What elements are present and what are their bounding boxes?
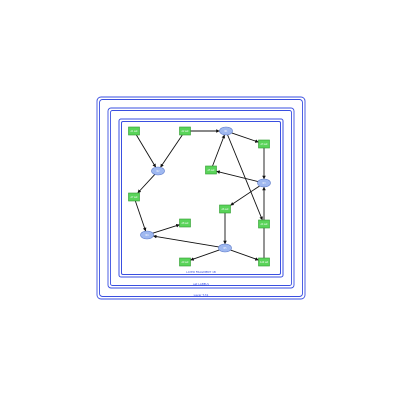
rect-node-r7[interactable]: A7 set	[128, 192, 140, 202]
node-label: N1	[224, 130, 228, 133]
edge-r7-e4	[134, 200, 147, 232]
edge-e5-r9	[190, 249, 220, 261]
node-shape	[219, 126, 233, 136]
ellipse-node-e1[interactable]: N1	[219, 126, 233, 136]
edge-e5-r10	[230, 249, 259, 261]
node-shape	[128, 192, 140, 202]
rect-node-r10[interactable]: A10 set	[258, 257, 270, 267]
cluster-outer-label: Layer T-31	[194, 293, 209, 297]
node-shape	[205, 165, 217, 175]
cluster-middle-label: set LABELS	[193, 282, 209, 286]
node-label: A3 set	[261, 143, 268, 146]
node-shape	[258, 257, 270, 267]
node-label: A2 set	[182, 130, 189, 133]
edge-e3-r5	[216, 170, 259, 182]
edge-r2-e2	[160, 134, 183, 168]
node-label: N3	[262, 182, 266, 185]
ellipse-node-e3[interactable]: N3	[257, 178, 271, 188]
edge-e1-r4	[227, 134, 263, 221]
node-label: A8 set	[182, 222, 189, 225]
node-layer: A1 set A2 set N1 A3 set N2 A4 set A5 set N3 A6 s…	[128, 126, 271, 267]
ellipse-node-e2[interactable]: N2	[151, 166, 165, 176]
edge-r1-e2	[136, 134, 157, 168]
cluster-inner: LAYER FRAGMENT 1B	[118, 118, 284, 278]
node-shape	[179, 126, 191, 136]
node-shape	[218, 243, 232, 253]
node-shape	[257, 178, 271, 188]
edge-r5-e1	[212, 134, 225, 167]
node-label: A6 set	[222, 208, 229, 211]
rect-node-r4[interactable]: A4 set	[258, 219, 270, 229]
node-label: N5	[223, 247, 227, 250]
rect-node-r8[interactable]: A8 set	[179, 218, 191, 228]
rect-node-r5[interactable]: A5 set	[205, 165, 217, 175]
ellipse-node-e4[interactable]: N4	[140, 230, 154, 240]
node-label: N2	[156, 170, 160, 173]
cluster-middle: set LABELS	[107, 107, 295, 289]
rect-node-r3[interactable]: A3 set	[258, 139, 270, 149]
rect-node-r6[interactable]: A6 set	[219, 204, 231, 214]
node-label: N4	[145, 234, 149, 237]
ellipse-node-e5[interactable]: N5	[218, 243, 232, 253]
node-label: A5 set	[208, 169, 215, 172]
node-shape	[128, 126, 140, 136]
edge-e5-e4	[152, 234, 219, 248]
node-label: A9 set	[182, 261, 189, 264]
node-label: A1 set	[131, 130, 138, 133]
edge-e4-r8	[152, 224, 180, 234]
node-shape	[179, 218, 191, 228]
node-label: A7 set	[131, 196, 138, 199]
edge-e2-r7	[137, 174, 156, 194]
edge-layer	[134, 129, 266, 261]
edge-e1-r3	[231, 132, 259, 143]
cluster-outer: Layer T-31	[96, 96, 306, 300]
node-shape	[140, 230, 154, 240]
node-label: A4 set	[261, 223, 268, 226]
node-shape	[179, 257, 191, 267]
node-label: A10 set	[260, 261, 268, 264]
cluster-inner-label: LAYER FRAGMENT 1B	[186, 270, 216, 274]
rect-node-r2[interactable]: A2 set	[179, 126, 191, 136]
node-shape	[258, 219, 270, 229]
node-shape	[151, 166, 165, 176]
rect-node-r1[interactable]: A1 set	[128, 126, 140, 136]
edge-e3-r6	[230, 185, 260, 206]
node-shape	[219, 204, 231, 214]
rect-node-r9[interactable]: A9 set	[179, 257, 191, 267]
node-shape	[258, 139, 270, 149]
